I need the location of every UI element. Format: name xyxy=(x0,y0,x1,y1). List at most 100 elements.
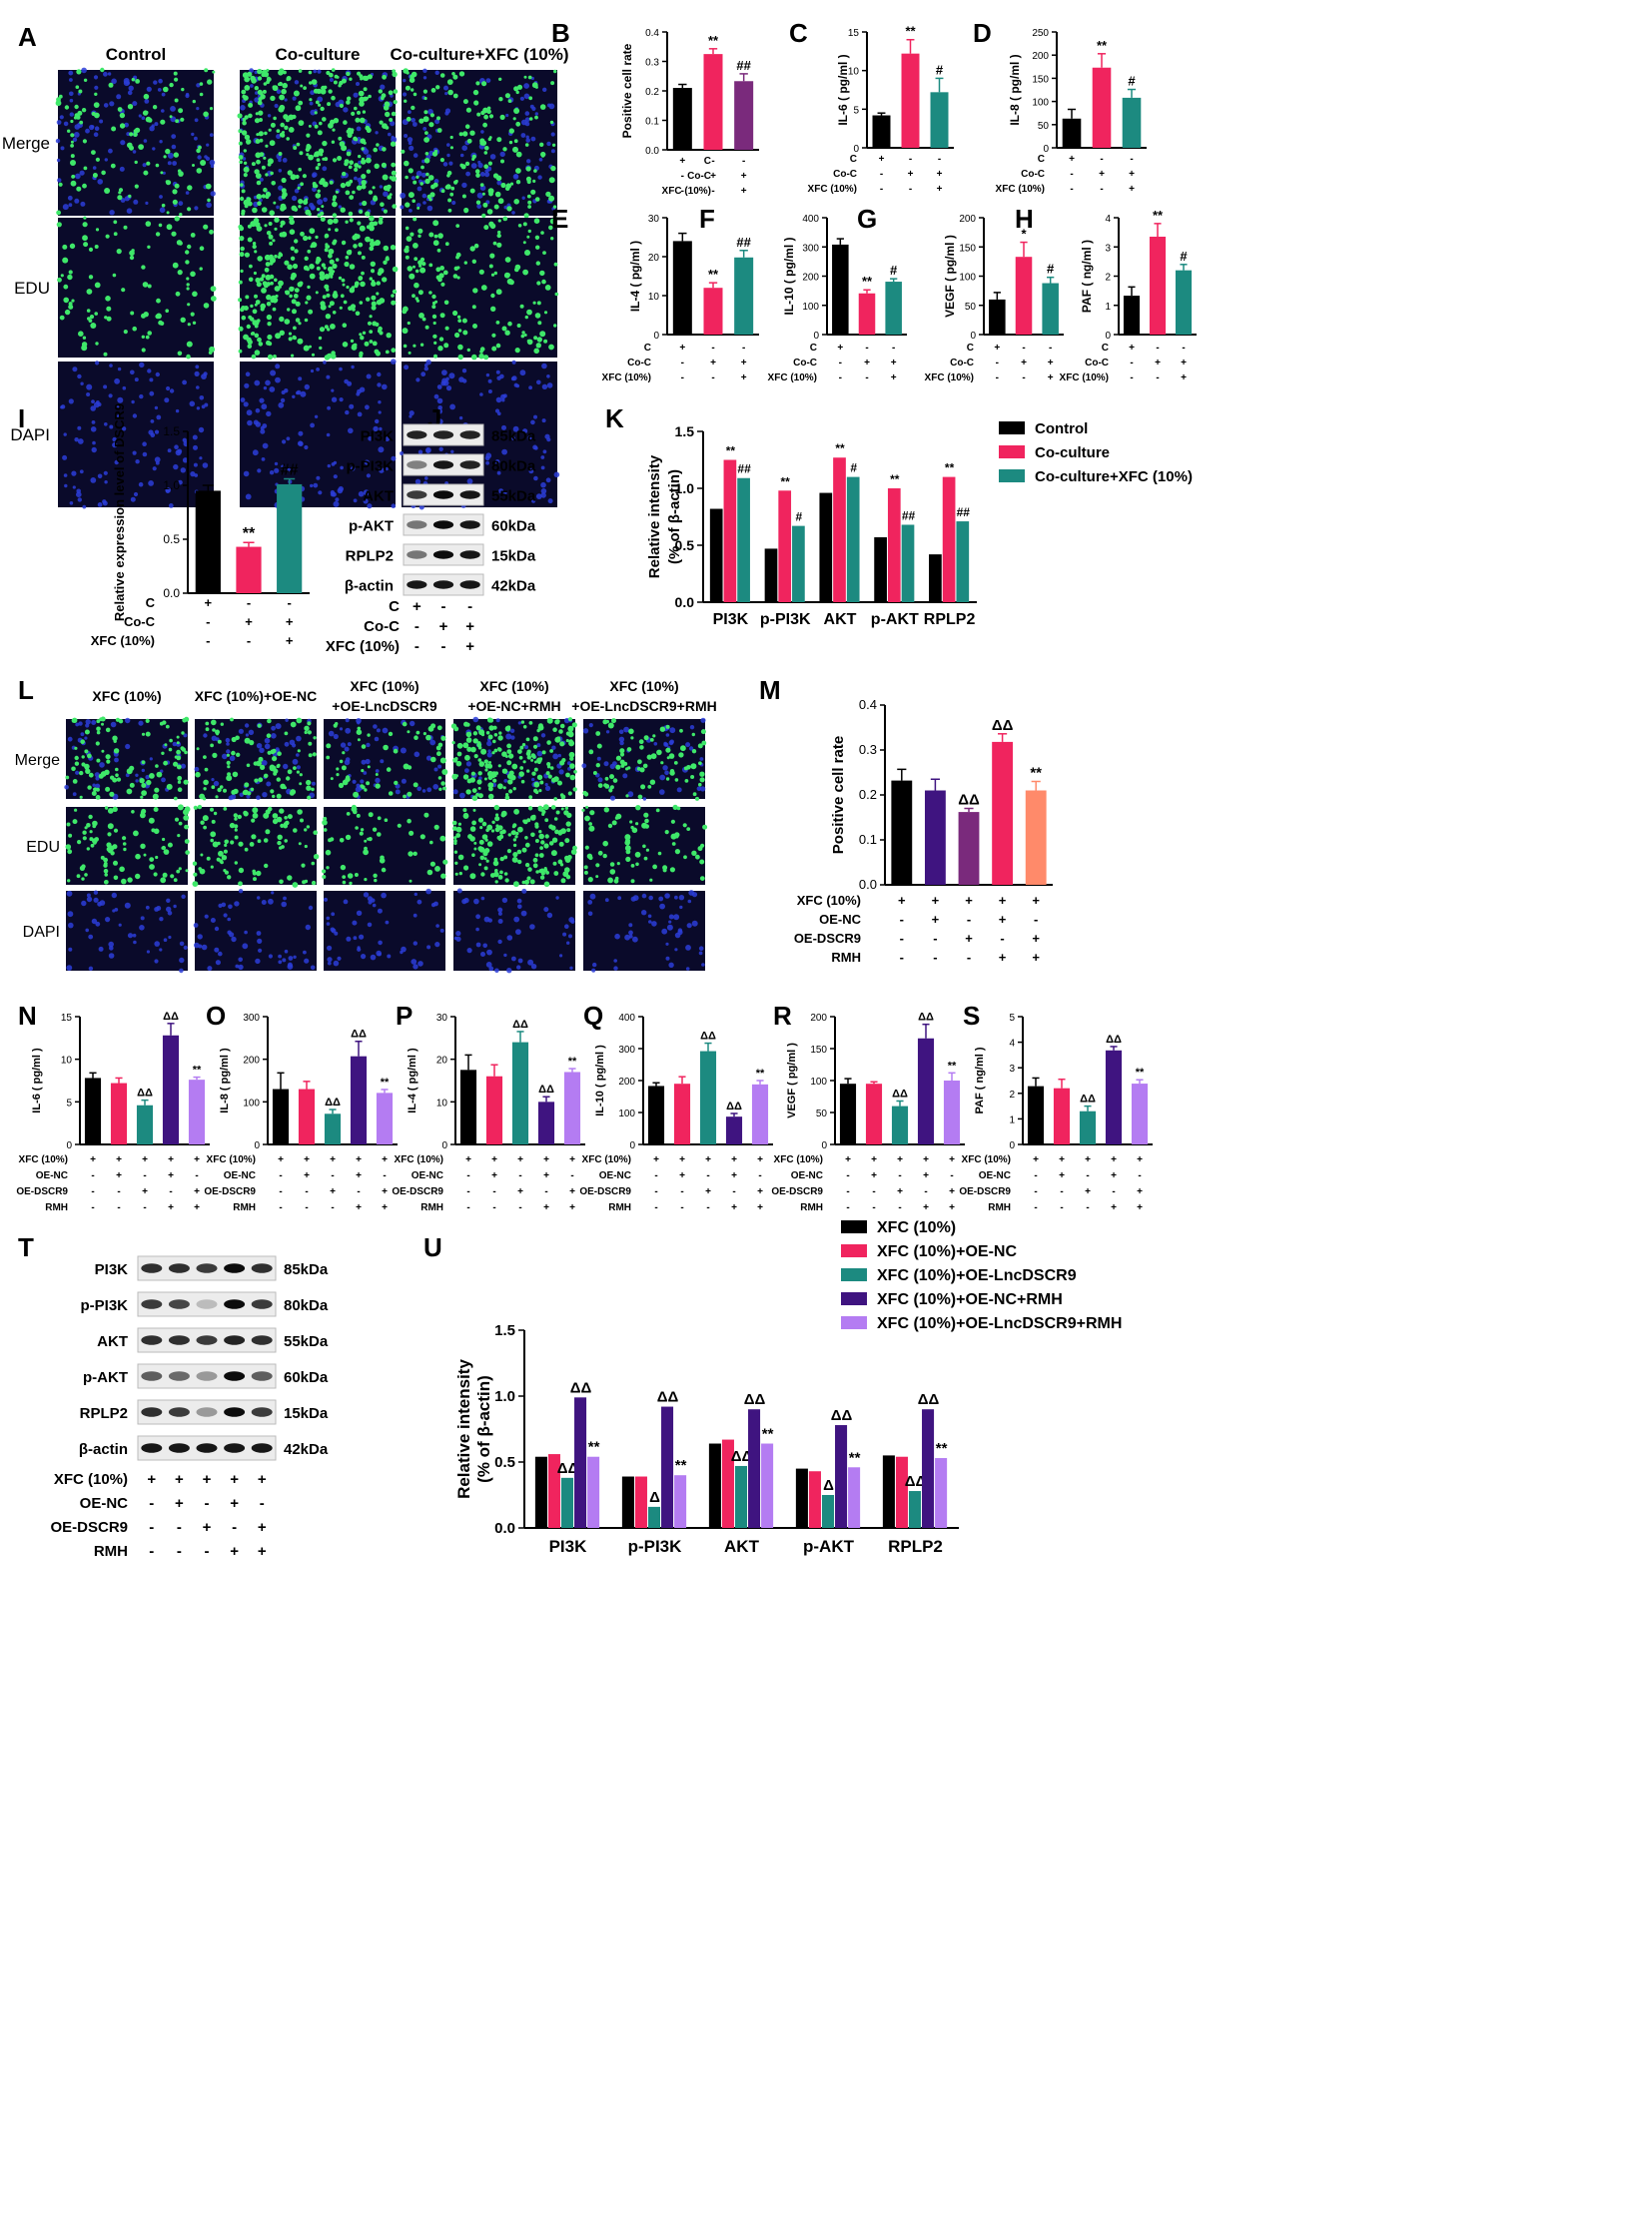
nucleus-dot xyxy=(142,441,147,447)
edu-cell-dot xyxy=(592,771,597,775)
edu-cell-dot xyxy=(356,813,361,818)
edu-cell-dot xyxy=(70,154,75,159)
edu-cell-dot xyxy=(287,264,293,271)
edu-cell-dot xyxy=(494,191,501,198)
edu-cell-dot xyxy=(492,739,496,744)
edu-cell-dot xyxy=(273,355,277,359)
edu-cell-dot xyxy=(250,304,254,309)
treatment-sign: + xyxy=(569,1202,575,1213)
edu-cell-dot xyxy=(546,741,551,745)
nucleus-dot xyxy=(354,176,358,181)
edu-cell-dot xyxy=(369,340,374,344)
nucleus-dot xyxy=(152,147,156,151)
treatment-sign: + xyxy=(1181,372,1187,383)
nucleus-dot xyxy=(66,890,73,897)
edu-cell-dot xyxy=(643,735,649,741)
edu-cell-dot xyxy=(494,880,498,884)
nucleus-dot xyxy=(628,934,633,939)
nucleus-dot xyxy=(112,436,117,442)
panel-letter-Q: Q xyxy=(583,1001,603,1031)
nucleus-dot xyxy=(558,769,564,775)
nucleus-dot xyxy=(292,96,297,101)
nucleus-dot xyxy=(425,888,431,895)
nucleus-dot xyxy=(542,87,547,93)
edu-cell-dot xyxy=(405,175,409,180)
edu-cell-dot xyxy=(251,78,257,84)
edu-cell-dot xyxy=(158,223,163,228)
edu-cell-dot xyxy=(670,833,677,840)
edu-cell-dot xyxy=(234,817,238,821)
y-tick-label: 0.5 xyxy=(494,1454,515,1471)
edu-cell-dot xyxy=(298,322,302,326)
nucleus-dot xyxy=(326,916,331,921)
treatment-label: XFC (10%) xyxy=(808,184,857,195)
edu-cell-dot xyxy=(258,131,264,137)
nucleus-dot xyxy=(316,368,320,372)
treatment-sign: + xyxy=(330,1186,336,1197)
y-axis-label: VEGF ( pg/ml ) xyxy=(786,1043,798,1118)
legend-label: XFC (10%) xyxy=(877,1219,956,1236)
edu-cell-dot xyxy=(252,309,258,315)
treatment-sign: + xyxy=(304,1170,310,1181)
edu-cell-dot xyxy=(293,828,298,833)
nucleus-dot xyxy=(178,479,183,485)
y-tick-label: 400 xyxy=(802,214,819,225)
nucleus-dot xyxy=(142,451,148,457)
edu-cell-dot xyxy=(294,239,299,244)
edu-cell-dot xyxy=(478,353,484,360)
edu-cell-dot xyxy=(405,255,410,260)
edu-cell-dot xyxy=(371,301,377,307)
nucleus-dot xyxy=(400,192,407,199)
nucleus-dot xyxy=(304,444,309,450)
treatment-sign: - xyxy=(117,1202,120,1213)
nucleus-dot xyxy=(687,899,692,904)
edu-cell-dot xyxy=(104,806,109,810)
nucleus-dot xyxy=(540,492,546,498)
edu-cell-dot xyxy=(587,877,593,883)
edu-cell-dot xyxy=(63,284,69,290)
edu-cell-dot xyxy=(624,834,631,841)
treatment-sign: - xyxy=(711,156,714,167)
edu-cell-dot xyxy=(424,178,430,185)
bar xyxy=(917,1038,935,1144)
nucleus-dot xyxy=(170,106,176,112)
treatment-sign: - xyxy=(654,1170,657,1181)
edu-cell-dot xyxy=(308,741,313,746)
treatment-sign: + xyxy=(1111,1202,1117,1213)
edu-cell-dot xyxy=(329,180,334,185)
edu-cell-dot xyxy=(354,106,358,111)
edu-cell-dot xyxy=(607,722,614,729)
edu-cell-dot xyxy=(534,235,540,240)
edu-cell-dot xyxy=(630,864,635,868)
nucleus-dot xyxy=(408,110,412,114)
treatment-sign: + xyxy=(679,156,685,167)
edu-cell-dot xyxy=(143,853,147,857)
edu-cell-dot xyxy=(70,119,74,124)
panel-letter-T: T xyxy=(18,1232,34,1262)
treatment-sign: + xyxy=(897,1186,903,1197)
panel-letter-A: A xyxy=(18,22,37,52)
nucleus-dot xyxy=(94,126,100,131)
nucleus-dot xyxy=(326,374,331,379)
edu-cell-dot xyxy=(483,225,489,231)
column-label: XFC (10%) xyxy=(609,678,678,694)
y-tick-label: 0.2 xyxy=(645,87,659,98)
edu-cell-dot xyxy=(172,189,178,195)
edu-cell-dot xyxy=(265,191,272,198)
edu-cell-dot xyxy=(161,845,166,851)
edu-cell-dot xyxy=(77,110,83,116)
image-background xyxy=(240,218,396,358)
nucleus-dot xyxy=(68,203,73,208)
treatment-sign: + xyxy=(679,343,685,354)
edu-cell-dot xyxy=(100,771,107,777)
edu-cell-dot xyxy=(567,855,572,860)
edu-cell-dot xyxy=(244,204,249,209)
edu-cell-dot xyxy=(340,182,347,189)
edu-cell-dot xyxy=(356,729,363,735)
edu-cell-dot xyxy=(84,873,88,877)
treatment-sign: - xyxy=(91,1170,94,1181)
edu-cell-dot xyxy=(537,321,542,326)
nucleus-dot xyxy=(266,781,272,787)
nucleus-dot xyxy=(486,740,492,747)
